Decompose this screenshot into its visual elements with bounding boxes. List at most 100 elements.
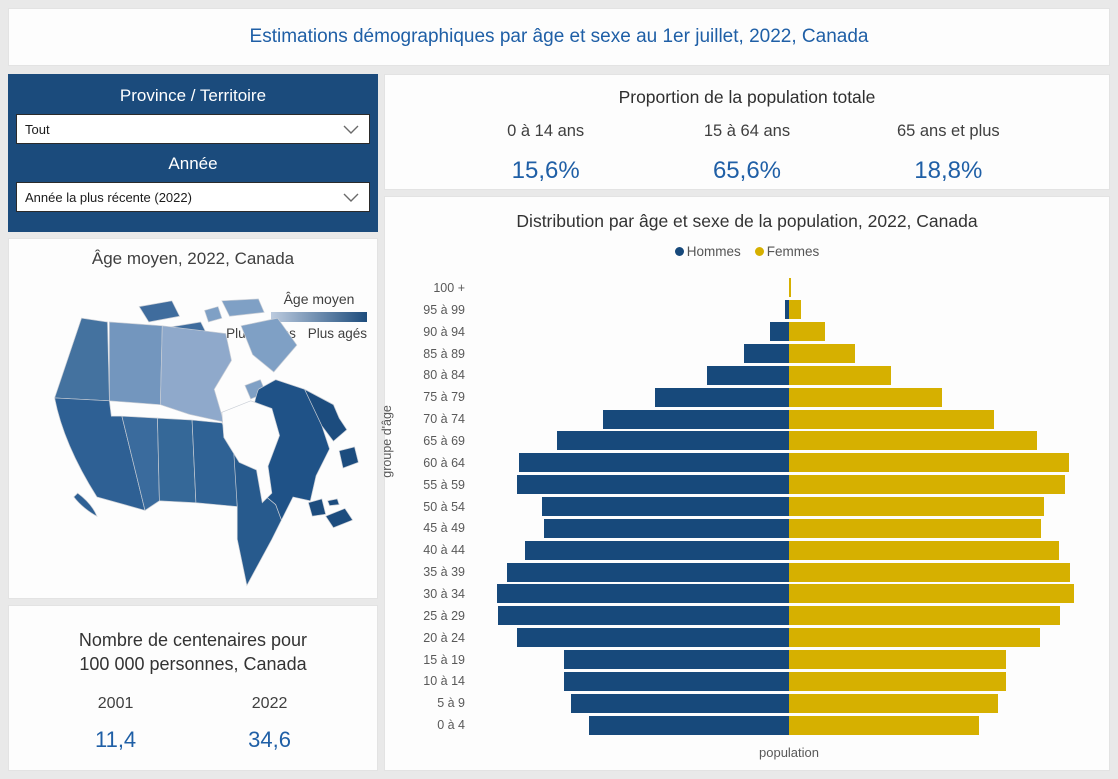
femmes-legend-label: Femmes	[766, 244, 820, 259]
pyramid-plot: groupe d'âge 100 + 95 à 99 90 à 94 85 à 89 8…	[380, 277, 1101, 736]
femmes-bar[interactable]	[789, 497, 1044, 517]
page-title: Estimations démographiques par âge et se…	[249, 26, 869, 47]
hommes-bar[interactable]	[517, 475, 789, 495]
hommes-bar[interactable]	[655, 387, 789, 407]
region-vancouver-island[interactable]	[73, 492, 98, 517]
hommes-bar[interactable]	[770, 322, 789, 342]
year-filter-label: Année	[168, 154, 218, 173]
femmes-bar[interactable]	[789, 540, 1059, 560]
hommes-bar[interactable]	[517, 628, 789, 648]
region-prince-edward-island[interactable]	[327, 498, 340, 506]
hommes-bar[interactable]	[571, 693, 789, 713]
proportion-15-64: 15 à 64 ans 65,6%	[667, 122, 827, 185]
femmes-bar[interactable]	[789, 453, 1069, 473]
region-nunavut[interactable]	[160, 325, 232, 423]
hommes-bar[interactable]	[519, 453, 789, 473]
hommes-bar[interactable]	[541, 497, 789, 517]
province-select-value: Tout	[25, 121, 50, 137]
femmes-bar[interactable]	[789, 606, 1060, 626]
region-baffin-island[interactable]	[240, 317, 298, 373]
proportion-value: 65,6%	[712, 157, 782, 184]
age-range-label: 0 à 14 ans	[507, 122, 585, 140]
femmes-legend-dot-icon	[754, 247, 764, 256]
femmes-bar[interactable]	[789, 693, 998, 713]
age-group-label: 75 à 79	[423, 390, 465, 405]
region-northwest-territories[interactable]	[109, 321, 163, 406]
year-select[interactable]: Année la plus récente (2022)	[16, 182, 370, 212]
age-group-label: 5 à 9	[437, 696, 465, 711]
region-saskatchewan[interactable]	[157, 417, 197, 504]
region-queen-elizabeth-islands[interactable]	[221, 298, 265, 317]
hommes-bar[interactable]	[506, 562, 789, 582]
hommes-bar[interactable]	[564, 671, 789, 691]
femmes-bar[interactable]	[789, 715, 979, 735]
femmes-bar[interactable]	[789, 584, 1074, 604]
age-group-label: 95 à 99	[423, 302, 465, 317]
femmes-bar[interactable]	[789, 518, 1041, 538]
hommes-bar[interactable]	[603, 409, 789, 429]
map-title: Âge moyen, 2022, Canada	[91, 249, 295, 268]
age-group-label: 60 à 64	[423, 455, 465, 470]
femmes-bar[interactable]	[789, 650, 1006, 670]
femmes-bar[interactable]	[789, 562, 1070, 582]
legend-item-femmes[interactable]: Femmes	[754, 244, 820, 259]
proportion-card: Proportion de la population totale 0 à 1…	[384, 74, 1110, 190]
region-newfoundland[interactable]	[338, 446, 359, 469]
femmes-bar[interactable]	[789, 278, 792, 298]
region-banks-island[interactable]	[138, 300, 181, 323]
femmes-bar[interactable]	[789, 322, 825, 342]
region-new-brunswick[interactable]	[307, 498, 327, 517]
age-group-label: 85 à 89	[423, 346, 465, 361]
hommes-bar[interactable]	[525, 540, 789, 560]
femmes-bar[interactable]	[789, 387, 942, 407]
age-group-label: 20 à 24	[423, 630, 465, 645]
hommes-bar[interactable]	[544, 518, 789, 538]
pyramid-row: 90 à 94	[393, 321, 1101, 343]
pyramid-row: 25 à 29	[393, 605, 1101, 627]
centenarians-2022: 2022 34,6	[248, 695, 291, 753]
hommes-bar[interactable]	[744, 344, 789, 363]
hommes-bar[interactable]	[589, 715, 789, 735]
age-group-label: 80 à 84	[423, 368, 465, 383]
age-group-label: 100 +	[433, 280, 465, 295]
pyramid-rows: 100 + 95 à 99 90 à 94 85 à 89 80 à 84 75 à 79…	[393, 277, 1101, 736]
pyramid-card: Distribution par âge et sexe de la popul…	[380, 196, 1110, 771]
region-yukon[interactable]	[54, 317, 110, 402]
femmes-bar[interactable]	[789, 671, 1006, 691]
age-gradient-bar	[271, 312, 367, 322]
legend-item-hommes[interactable]: Hommes	[674, 244, 741, 259]
canada-choropleth-map	[9, 297, 379, 595]
age-range-label: 65 ans et plus	[896, 122, 1000, 140]
hommes-bar[interactable]	[784, 300, 789, 320]
pyramid-row: 60 à 64	[393, 452, 1101, 474]
pyramid-row: 0 à 4	[393, 714, 1101, 736]
header-card: Estimations démographiques par âge et se…	[8, 8, 1110, 66]
pyramid-row: 65 à 69	[393, 430, 1101, 452]
femmes-bar[interactable]	[789, 344, 855, 363]
proportion-title: Proportion de la population totale	[618, 87, 876, 107]
region-labrador[interactable]	[303, 388, 348, 442]
age-group-label: 70 à 74	[423, 412, 465, 427]
province-select[interactable]: Tout	[16, 114, 370, 144]
pyramid-y-axis-label: groupe d'âge	[380, 404, 394, 478]
femmes-bar[interactable]	[789, 475, 1065, 495]
femmes-bar[interactable]	[789, 431, 1037, 451]
age-group-label: 45 à 49	[423, 521, 465, 536]
femmes-bar[interactable]	[789, 628, 1040, 648]
pyramid-row: 35 à 39	[393, 561, 1101, 583]
chevron-down-icon	[343, 125, 359, 134]
femmes-bar[interactable]	[789, 365, 891, 385]
region-small-island[interactable]	[204, 306, 223, 323]
femmes-bar[interactable]	[789, 300, 802, 320]
femmes-bar[interactable]	[789, 409, 994, 429]
pyramid-row: 95 à 99	[393, 299, 1101, 321]
pyramid-row: 40 à 44	[393, 539, 1101, 561]
hommes-bar[interactable]	[557, 431, 789, 451]
hommes-bar[interactable]	[564, 650, 789, 670]
region-nova-scotia[interactable]	[325, 508, 354, 529]
hommes-bar[interactable]	[498, 606, 789, 626]
hudson-bay-water	[221, 400, 280, 504]
hommes-bar[interactable]	[707, 365, 789, 385]
age-group-label: 50 à 54	[423, 499, 465, 514]
hommes-bar[interactable]	[496, 584, 789, 604]
